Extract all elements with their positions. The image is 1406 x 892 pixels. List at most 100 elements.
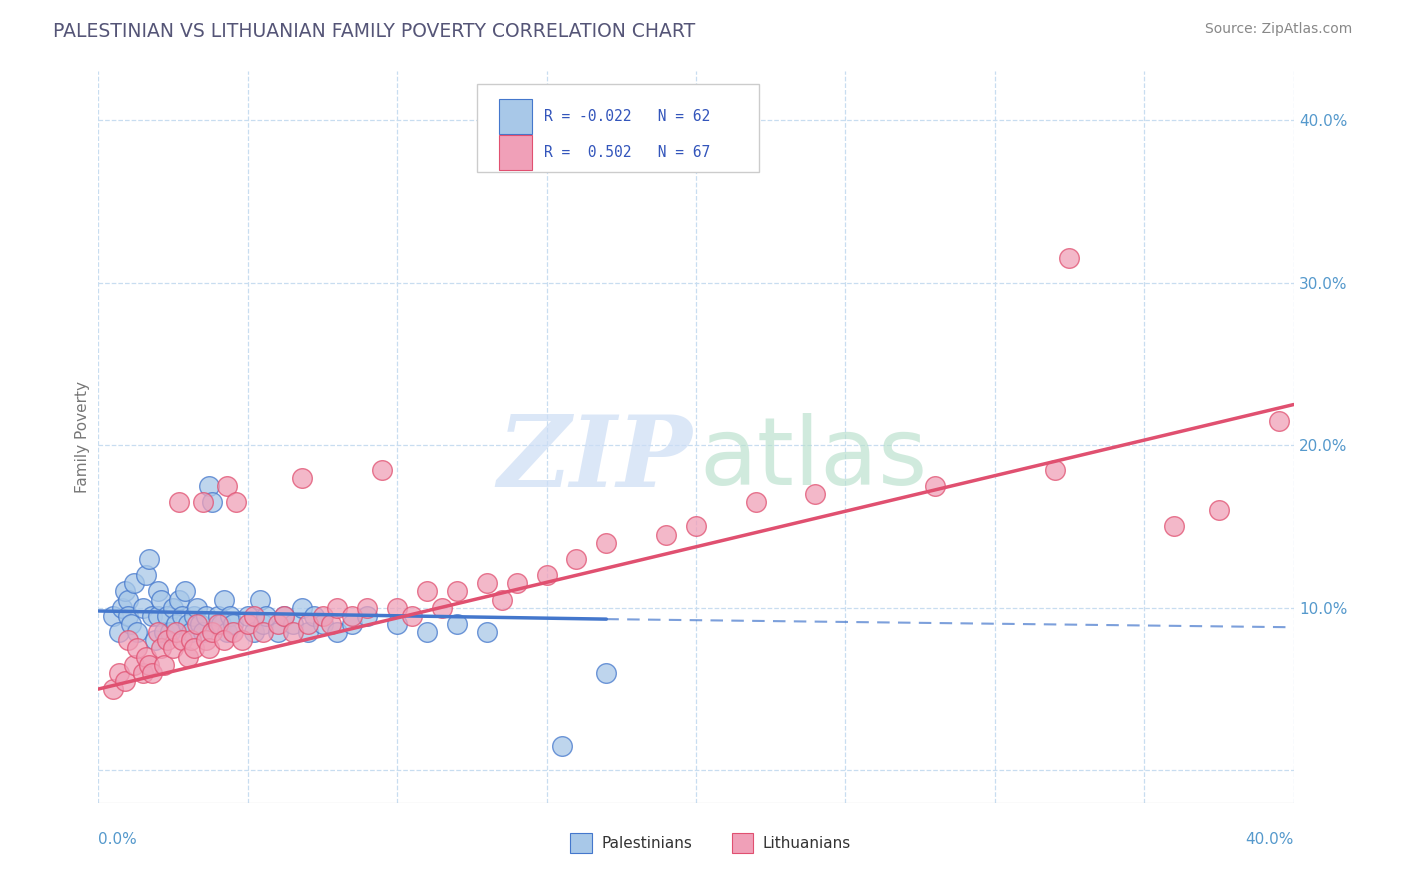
Point xyxy=(198,641,221,656)
Point xyxy=(326,625,349,640)
Point xyxy=(655,527,678,541)
Point xyxy=(506,576,529,591)
Point xyxy=(416,584,439,599)
Text: atlas: atlas xyxy=(700,413,928,505)
Point xyxy=(1267,414,1289,428)
Point xyxy=(273,608,295,623)
Point xyxy=(356,600,378,615)
Point xyxy=(162,600,184,615)
Point xyxy=(215,479,238,493)
Point xyxy=(311,608,333,623)
Point xyxy=(153,657,176,672)
Point xyxy=(302,608,325,623)
Point xyxy=(183,608,205,623)
Point xyxy=(416,625,439,640)
Point xyxy=(475,576,498,591)
Point xyxy=(321,617,343,632)
Point xyxy=(685,519,707,533)
Point xyxy=(311,617,333,632)
Point xyxy=(207,608,229,623)
Point xyxy=(231,633,253,648)
Point xyxy=(291,471,314,485)
Point xyxy=(924,479,946,493)
Point xyxy=(326,600,349,615)
Point xyxy=(267,617,290,632)
Point xyxy=(595,535,617,549)
Point xyxy=(172,633,194,648)
Point xyxy=(342,617,364,632)
Point xyxy=(165,625,187,640)
Point xyxy=(180,625,202,640)
Point xyxy=(150,592,173,607)
Point xyxy=(297,625,319,640)
Point xyxy=(117,592,139,607)
FancyBboxPatch shape xyxy=(571,833,592,854)
Point xyxy=(371,462,394,476)
Point xyxy=(108,625,131,640)
Point xyxy=(111,600,134,615)
Text: PALESTINIAN VS LITHUANIAN FAMILY POVERTY CORRELATION CHART: PALESTINIAN VS LITHUANIAN FAMILY POVERTY… xyxy=(53,22,696,41)
Point xyxy=(174,584,197,599)
Point xyxy=(198,479,221,493)
Point xyxy=(207,617,229,632)
Point xyxy=(117,633,139,648)
Point xyxy=(167,592,190,607)
Text: Source: ZipAtlas.com: Source: ZipAtlas.com xyxy=(1205,22,1353,37)
Point xyxy=(159,625,181,640)
Point xyxy=(804,487,827,501)
Point xyxy=(291,600,314,615)
Point xyxy=(141,608,163,623)
Text: R =  0.502   N = 67: R = 0.502 N = 67 xyxy=(544,145,710,161)
Point xyxy=(138,657,160,672)
Point xyxy=(180,633,202,648)
Point xyxy=(209,617,232,632)
FancyBboxPatch shape xyxy=(733,833,754,854)
Point xyxy=(177,617,200,632)
Point xyxy=(132,600,155,615)
Point xyxy=(141,665,163,680)
Point xyxy=(135,649,157,664)
Point xyxy=(114,673,136,688)
Point xyxy=(219,608,242,623)
Point xyxy=(108,665,131,680)
Point xyxy=(148,625,170,640)
Point xyxy=(281,625,304,640)
Point xyxy=(252,617,274,632)
Point xyxy=(165,617,187,632)
Point xyxy=(117,608,139,623)
Point xyxy=(446,584,468,599)
Point xyxy=(162,641,184,656)
Point xyxy=(167,495,190,509)
Point xyxy=(148,608,170,623)
Point xyxy=(225,495,247,509)
Point xyxy=(103,681,125,696)
Point xyxy=(267,625,290,640)
Point xyxy=(186,600,208,615)
Point xyxy=(236,617,259,632)
Point xyxy=(446,617,468,632)
Point xyxy=(342,608,364,623)
Point xyxy=(475,625,498,640)
Point xyxy=(143,633,166,648)
Point xyxy=(201,495,224,509)
Text: Lithuanians: Lithuanians xyxy=(763,836,851,851)
Point xyxy=(356,608,378,623)
Point xyxy=(132,665,155,680)
Point xyxy=(172,608,194,623)
Point xyxy=(243,625,266,640)
Point xyxy=(201,625,224,640)
Point xyxy=(212,633,235,648)
Point xyxy=(124,657,146,672)
Point xyxy=(249,592,271,607)
FancyBboxPatch shape xyxy=(477,84,759,172)
Point xyxy=(536,568,558,582)
Point xyxy=(195,633,218,648)
Point xyxy=(222,625,245,640)
Point xyxy=(1043,462,1066,476)
FancyBboxPatch shape xyxy=(499,99,533,134)
Text: R = -0.022   N = 62: R = -0.022 N = 62 xyxy=(544,109,710,124)
Point xyxy=(183,641,205,656)
Text: ZIP: ZIP xyxy=(498,411,692,508)
Point xyxy=(212,592,235,607)
Point xyxy=(153,625,176,640)
